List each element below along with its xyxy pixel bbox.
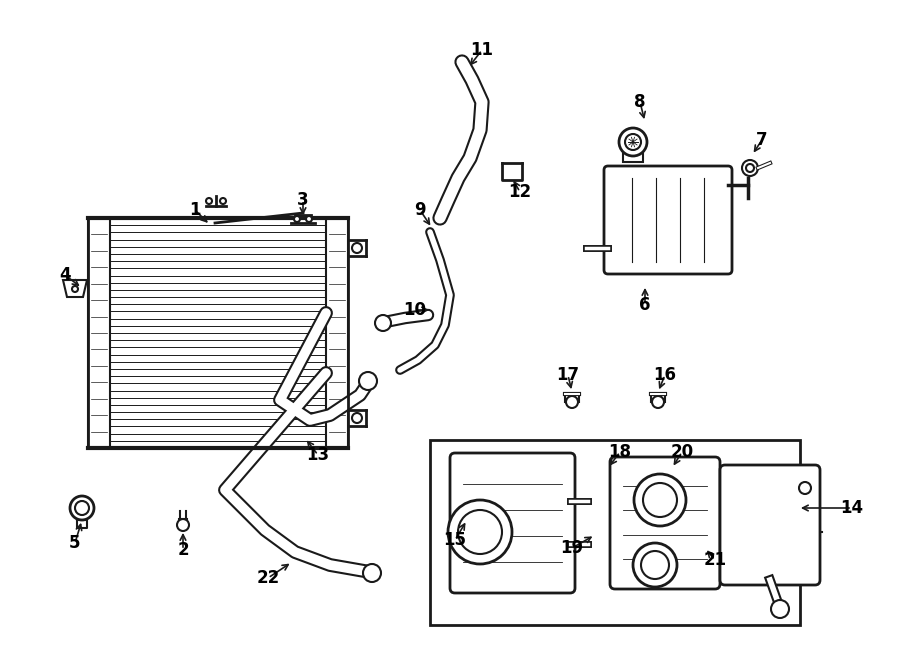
Circle shape xyxy=(458,510,502,554)
Text: 20: 20 xyxy=(670,443,694,461)
Text: 4: 4 xyxy=(59,266,71,284)
Circle shape xyxy=(641,551,669,579)
FancyBboxPatch shape xyxy=(610,457,720,589)
Circle shape xyxy=(634,474,686,526)
Text: 15: 15 xyxy=(444,531,466,549)
Text: 21: 21 xyxy=(704,551,726,569)
Text: 3: 3 xyxy=(297,191,309,209)
Circle shape xyxy=(633,543,677,587)
Circle shape xyxy=(70,496,94,520)
Polygon shape xyxy=(63,280,87,297)
Circle shape xyxy=(363,564,381,582)
Circle shape xyxy=(448,500,512,564)
Text: 14: 14 xyxy=(841,499,864,517)
Circle shape xyxy=(206,198,212,204)
Bar xyxy=(623,144,643,162)
Circle shape xyxy=(306,216,312,222)
Circle shape xyxy=(652,396,664,408)
Text: 9: 9 xyxy=(414,201,426,219)
Text: 18: 18 xyxy=(608,443,632,461)
Text: 12: 12 xyxy=(508,183,532,201)
Circle shape xyxy=(177,519,189,531)
Bar xyxy=(88,218,348,448)
Text: 7: 7 xyxy=(756,131,768,149)
Circle shape xyxy=(566,396,578,408)
Text: 13: 13 xyxy=(306,446,329,464)
Circle shape xyxy=(771,600,789,618)
Text: 6: 6 xyxy=(639,296,651,314)
Text: 10: 10 xyxy=(403,301,427,319)
Text: 5: 5 xyxy=(69,534,81,552)
Text: 19: 19 xyxy=(561,539,583,557)
Bar xyxy=(326,218,348,448)
Circle shape xyxy=(72,286,78,292)
Bar xyxy=(88,218,110,448)
Bar xyxy=(430,440,800,625)
Circle shape xyxy=(352,413,362,423)
FancyBboxPatch shape xyxy=(720,465,820,585)
Circle shape xyxy=(75,501,89,515)
Circle shape xyxy=(625,134,641,150)
Text: 17: 17 xyxy=(556,366,580,384)
Text: 16: 16 xyxy=(653,366,677,384)
Text: 22: 22 xyxy=(256,569,280,587)
Text: 2: 2 xyxy=(177,541,189,559)
Circle shape xyxy=(643,483,677,517)
Circle shape xyxy=(619,128,647,156)
Circle shape xyxy=(359,372,377,390)
Circle shape xyxy=(352,243,362,253)
FancyBboxPatch shape xyxy=(604,166,732,274)
Circle shape xyxy=(294,216,300,222)
Circle shape xyxy=(799,482,811,494)
Text: 8: 8 xyxy=(634,93,646,111)
Circle shape xyxy=(742,160,758,176)
Circle shape xyxy=(375,315,391,331)
Text: 1: 1 xyxy=(189,201,201,219)
Circle shape xyxy=(746,164,754,172)
FancyBboxPatch shape xyxy=(450,453,575,593)
Circle shape xyxy=(220,198,226,204)
Bar xyxy=(88,218,348,448)
Text: 11: 11 xyxy=(471,41,493,59)
